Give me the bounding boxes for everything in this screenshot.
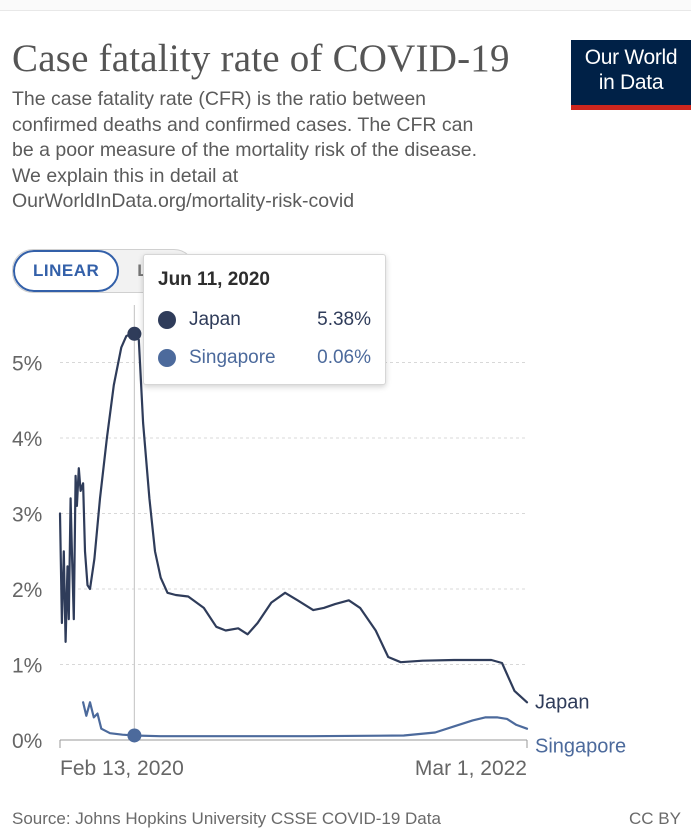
- series-line-japan: [58, 332, 529, 704]
- y-tick-label: 1%: [12, 655, 42, 678]
- hover-dot-singapore: [127, 728, 142, 743]
- y-tick-label: 2%: [12, 579, 42, 602]
- hover-dots: [127, 326, 142, 743]
- y-tick-label: 3%: [12, 504, 42, 527]
- tooltip-date: Jun 11, 2020: [158, 269, 270, 290]
- chart-title: Case fatality rate of COVID-19: [12, 37, 510, 80]
- tooltip-series-value: 0.06%: [317, 347, 371, 368]
- source-note[interactable]: Source: Johns Hopkins University CSSE CO…: [12, 809, 441, 828]
- end-label-japan: Japan: [535, 691, 590, 713]
- series-line-singapore: [82, 701, 529, 738]
- series-end-labels: Japan Singapore: [535, 691, 626, 757]
- y-tick-label: 5%: [12, 353, 42, 376]
- end-label-singapore: Singapore: [535, 736, 626, 758]
- y-axis-ticks: 0% 1% 2% 3% 4% 5%: [12, 353, 42, 754]
- tooltip-series-name: Japan: [189, 309, 241, 330]
- chart-subtitle: The case fatality rate (CFR) is the rati…: [12, 88, 477, 212]
- y-tick-label: 0%: [12, 730, 42, 753]
- logo-line-2: in Data: [598, 71, 664, 94]
- singapore-dot-icon: [158, 349, 176, 367]
- license-note[interactable]: CC BY: [629, 809, 681, 828]
- tooltip: Jun 11, 2020 Japan 5.38% Singapore 0.06%: [143, 254, 386, 385]
- logo-red-bar: [571, 105, 691, 110]
- tooltip-series-value: 5.38%: [317, 309, 371, 330]
- x-tick-label: Mar 1, 2022: [415, 757, 527, 780]
- gridlines: [60, 362, 527, 665]
- tooltip-row-japan: Japan 5.38%: [158, 301, 371, 339]
- y-tick-label: 4%: [12, 428, 42, 451]
- top-border: [0, 0, 691, 11]
- owid-logo[interactable]: Our World in Data: [571, 40, 691, 110]
- x-tick-label: Feb 13, 2020: [60, 757, 184, 780]
- tooltip-series-name: Singapore: [189, 347, 276, 368]
- x-axis-ticks: Feb 13, 2020 Mar 1, 2022: [59, 740, 528, 780]
- logo-line-1: Our World: [584, 46, 678, 69]
- tooltip-row-singapore: Singapore 0.06%: [158, 339, 371, 377]
- linear-scale-button[interactable]: LINEAR: [13, 250, 120, 292]
- series-lines: [58, 332, 529, 738]
- hover-dot-japan: [127, 326, 142, 341]
- japan-dot-icon: [158, 311, 176, 329]
